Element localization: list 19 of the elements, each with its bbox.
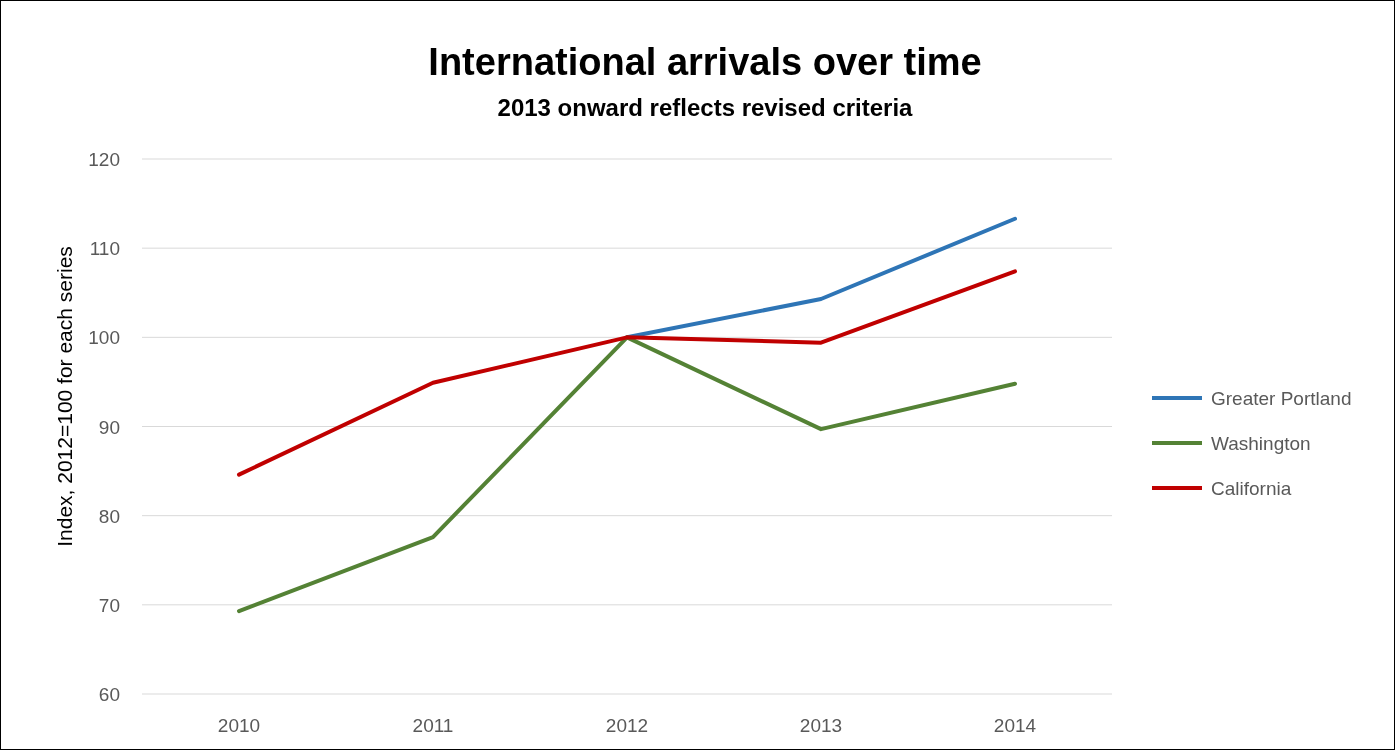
chart-title: International arrivals over time bbox=[428, 41, 982, 83]
legend-label: California bbox=[1211, 478, 1292, 499]
x-tick-label: 2013 bbox=[799, 715, 843, 736]
y-tick-label: 80 bbox=[98, 505, 120, 527]
chart-subtitle: 2013 onward reflects revised criteria bbox=[497, 94, 914, 121]
x-tick-label: 2010 bbox=[217, 715, 261, 736]
line-series bbox=[237, 269, 1017, 477]
y-tick-label: 110 bbox=[89, 238, 120, 260]
y-tick-label: 60 bbox=[98, 684, 120, 705]
x-tick-label: 2014 bbox=[993, 715, 1037, 736]
legend-label: Washington bbox=[1211, 433, 1311, 454]
y-tick-label: 100 bbox=[88, 327, 120, 349]
y-axis-title: Index, 2012=100 for each series bbox=[53, 246, 76, 547]
x-tick-label: 2012 bbox=[605, 715, 649, 736]
legend-label: Greater Portland bbox=[1211, 388, 1352, 409]
y-tick-label: 70 bbox=[98, 594, 120, 616]
y-tick-label: 90 bbox=[98, 416, 120, 438]
x-tick-label: 2011 bbox=[412, 715, 454, 736]
y-tick-label: 120 bbox=[88, 149, 120, 170]
